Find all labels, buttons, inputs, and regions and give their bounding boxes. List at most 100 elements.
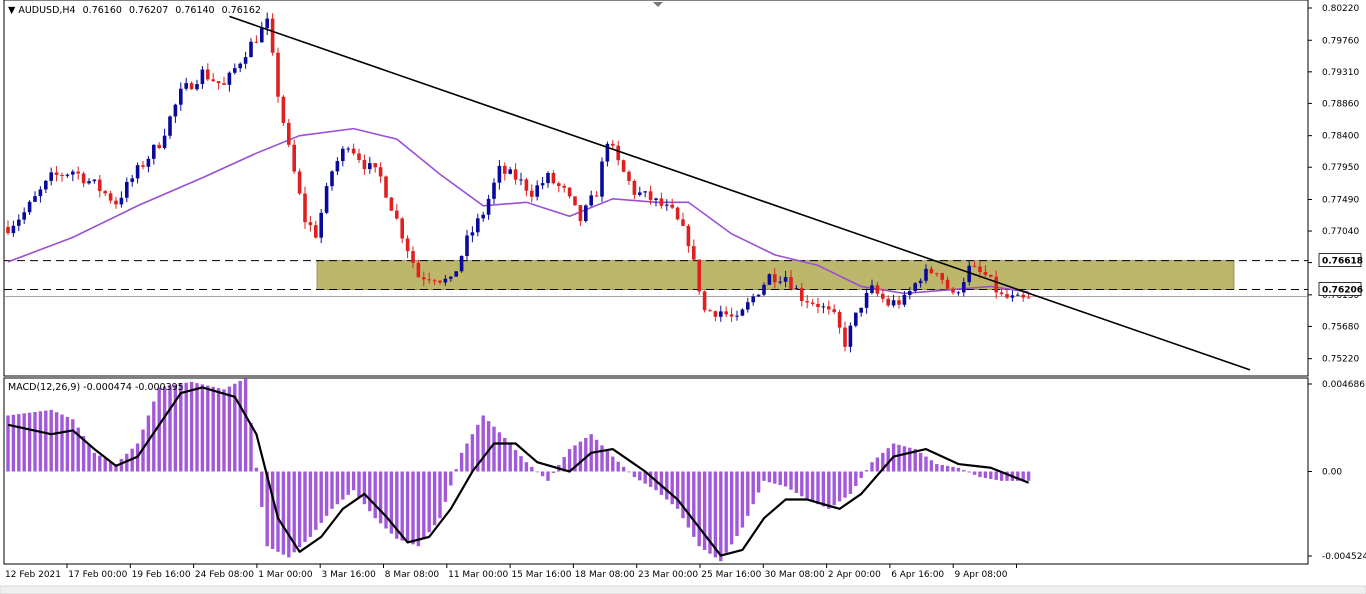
candle-body — [827, 306, 831, 310]
candle-body — [535, 185, 539, 197]
candle-body — [551, 173, 556, 184]
macd-bar — [519, 456, 523, 472]
candle-body — [692, 246, 696, 260]
candle-body — [675, 207, 680, 220]
candle-body — [65, 174, 70, 176]
candle-body — [184, 83, 188, 89]
candle-body — [967, 265, 971, 283]
macd-bar — [486, 421, 491, 472]
candle-body — [470, 232, 475, 236]
macd-bar — [578, 441, 583, 472]
candle-body — [621, 160, 626, 172]
macd-bar — [395, 471, 399, 539]
candle-body — [810, 302, 815, 304]
candle-body — [864, 293, 869, 308]
candle-body — [44, 180, 48, 190]
macd-bar — [168, 385, 172, 472]
macd-bar — [189, 381, 194, 472]
candle-body — [200, 69, 205, 85]
candle-body — [665, 204, 669, 206]
macd-bar — [659, 471, 664, 495]
candle-body — [476, 218, 480, 233]
candle-body — [567, 187, 572, 197]
macd-bar — [913, 449, 917, 472]
candle-body — [800, 288, 804, 302]
candle-body — [368, 163, 372, 170]
macd-bar — [49, 409, 53, 472]
candle-body — [605, 143, 610, 162]
candle-body — [600, 161, 604, 197]
macd-bar — [287, 471, 291, 558]
candle-body — [162, 135, 167, 148]
candle-body — [227, 72, 232, 85]
candle-body — [249, 41, 253, 58]
candle-body — [616, 145, 620, 161]
macd-bar — [713, 471, 718, 558]
macd-bar — [773, 471, 777, 484]
macd-bar — [44, 410, 48, 472]
level-label: 0.76206 — [1322, 286, 1363, 296]
macd-bar — [837, 471, 842, 502]
macd-bar — [470, 434, 475, 472]
macd-bar — [292, 471, 296, 553]
scroll-marker-icon[interactable] — [653, 2, 663, 7]
candle-body — [999, 292, 1004, 295]
macd-bar — [22, 413, 26, 472]
candle-body — [297, 171, 302, 194]
candle-body — [173, 104, 178, 117]
price-tick-label: 0.75220 — [1322, 355, 1359, 365]
candle-body — [357, 153, 361, 161]
candle-body — [573, 196, 577, 206]
candle-body — [76, 171, 80, 174]
candle-body — [1010, 295, 1015, 298]
macd-bar — [411, 471, 415, 545]
macd-bar — [686, 471, 691, 528]
candle-body — [854, 312, 858, 326]
macd-bar — [989, 471, 993, 479]
level-label: 0.76618 — [1322, 257, 1363, 267]
macd-bar — [179, 383, 183, 472]
macd-bar — [60, 414, 64, 472]
macd-bar — [902, 446, 907, 472]
main-panel: 0.80220 0.79760 0.79310 0.78860 0.78400 0.779… — [3, 0, 1363, 377]
candle-body — [751, 296, 755, 303]
candle-body — [92, 179, 97, 182]
trendline — [229, 15, 1251, 371]
price-tick-label: 0.77040 — [1322, 227, 1359, 237]
candle-body — [81, 173, 86, 184]
candle-body — [71, 171, 75, 175]
candle-body — [341, 148, 345, 162]
macd-bar — [945, 465, 950, 472]
candle-body — [546, 173, 550, 184]
candle-body — [27, 201, 32, 213]
macd-bar — [929, 460, 934, 472]
candle-body — [983, 272, 988, 275]
candle-body — [130, 178, 134, 182]
macd-bar — [918, 452, 923, 472]
macd-bar — [832, 471, 836, 506]
macd-bar — [314, 471, 318, 530]
macd-bar — [605, 450, 610, 472]
candle-body — [837, 312, 842, 328]
bottom-scrollbar[interactable] — [0, 585, 1366, 594]
candle-body — [821, 306, 826, 308]
candle-body — [465, 235, 469, 256]
macd-bar — [368, 471, 372, 512]
candle-body — [373, 163, 377, 168]
candle-body — [762, 284, 766, 295]
macd-bar — [351, 471, 356, 491]
macd-tick-label: 0.00 — [1322, 468, 1342, 478]
time-tick-label: 17 Feb 00:00 — [68, 570, 127, 580]
macd-bar — [265, 471, 269, 547]
candle-body — [281, 96, 286, 123]
macd-bar — [751, 471, 755, 505]
time-tick-label: 3 Mar 16:00 — [322, 570, 377, 580]
ohlc-close: 0.76162 — [222, 5, 261, 16]
candle-body — [324, 186, 329, 213]
candle-body — [206, 69, 210, 80]
macd-bar — [432, 471, 437, 526]
macd-bar — [427, 471, 431, 533]
candle-body — [956, 292, 961, 294]
candle-body — [319, 212, 323, 238]
